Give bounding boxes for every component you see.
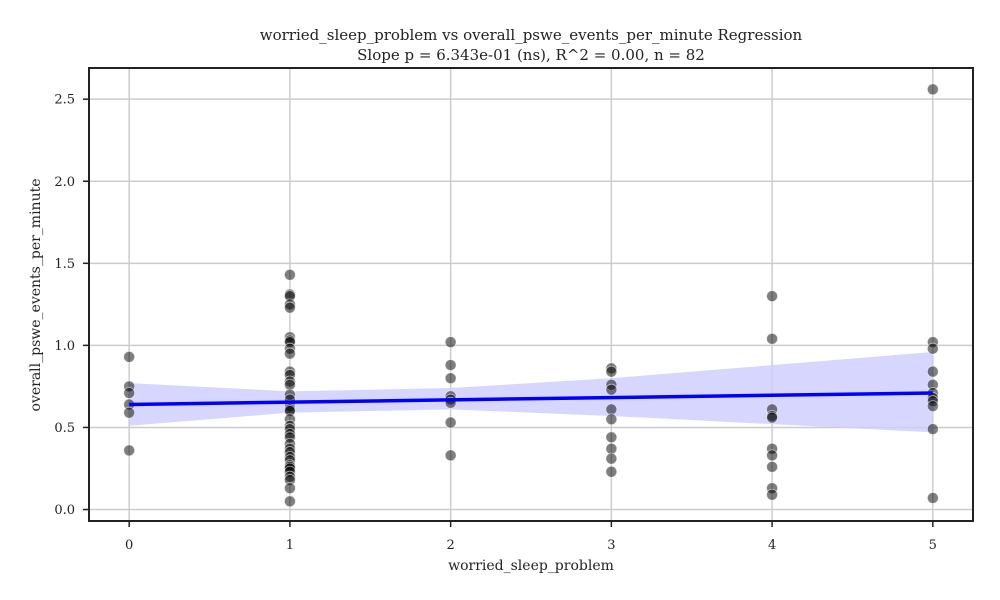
plot-frame xyxy=(88,67,974,522)
data-point xyxy=(766,449,778,462)
data-point xyxy=(444,416,457,429)
x-tick-label: 2 xyxy=(446,538,454,553)
chart-subtitle: Slope p = 6.343e-01 (ns), R^2 = 0.00, n … xyxy=(357,46,705,64)
chart-title: worried_sleep_problem vs overall_pswe_ev… xyxy=(260,26,803,44)
data-point xyxy=(766,460,778,473)
y-tick-label: 2.5 xyxy=(54,93,75,108)
x-tick-label: 3 xyxy=(607,538,615,553)
data-point xyxy=(284,268,296,281)
data-point xyxy=(444,359,457,371)
y-tick-label: 0.5 xyxy=(54,421,75,436)
data-point xyxy=(766,332,778,345)
x-axis-ticks: 0 1 2 3 4 5 xyxy=(125,521,937,553)
x-axis-label: worried_sleep_problem xyxy=(448,558,614,574)
data-point xyxy=(605,431,618,444)
data-point xyxy=(926,365,939,378)
data-point xyxy=(605,442,618,455)
data-point xyxy=(284,378,296,391)
data-point xyxy=(926,492,939,504)
plot-background xyxy=(89,68,973,521)
regression-line xyxy=(129,391,933,407)
data-point xyxy=(766,488,778,501)
y-tick-label: 1.0 xyxy=(54,339,75,354)
data-point xyxy=(926,400,939,413)
data-point xyxy=(605,465,618,478)
data-point xyxy=(284,301,296,314)
data-point xyxy=(926,83,939,96)
data-point xyxy=(605,413,618,426)
y-tick-label: 2.0 xyxy=(54,175,75,190)
x-tick-label: 1 xyxy=(286,538,294,553)
data-point xyxy=(123,350,136,363)
data-point xyxy=(123,444,136,457)
data-point xyxy=(284,482,296,495)
data-point xyxy=(444,336,457,348)
data-point xyxy=(444,372,457,385)
x-tick-label: 4 xyxy=(768,538,776,553)
y-tick-label: 1.5 xyxy=(54,257,75,272)
data-point xyxy=(605,452,618,465)
data-point xyxy=(123,406,136,419)
data-point xyxy=(605,383,618,396)
data-point xyxy=(605,403,618,416)
data-point xyxy=(284,347,296,360)
y-axis-label: overall_pswe_events_per_minute xyxy=(28,179,44,412)
x-tick-label: 0 xyxy=(125,538,133,553)
y-axis-ticks: 0.0 0.5 1.0 1.5 2.0 2.5 xyxy=(54,93,89,518)
confidence-band xyxy=(129,351,933,433)
data-point xyxy=(926,423,939,435)
scatter-points xyxy=(123,83,939,508)
data-point xyxy=(444,449,457,462)
data-point xyxy=(284,495,296,508)
data-point xyxy=(766,290,778,303)
x-tick-label: 5 xyxy=(929,538,937,553)
data-point xyxy=(123,387,136,399)
data-point xyxy=(926,342,939,355)
y-tick-label: 0.0 xyxy=(54,503,75,518)
data-point xyxy=(605,365,618,378)
data-point xyxy=(766,411,778,424)
